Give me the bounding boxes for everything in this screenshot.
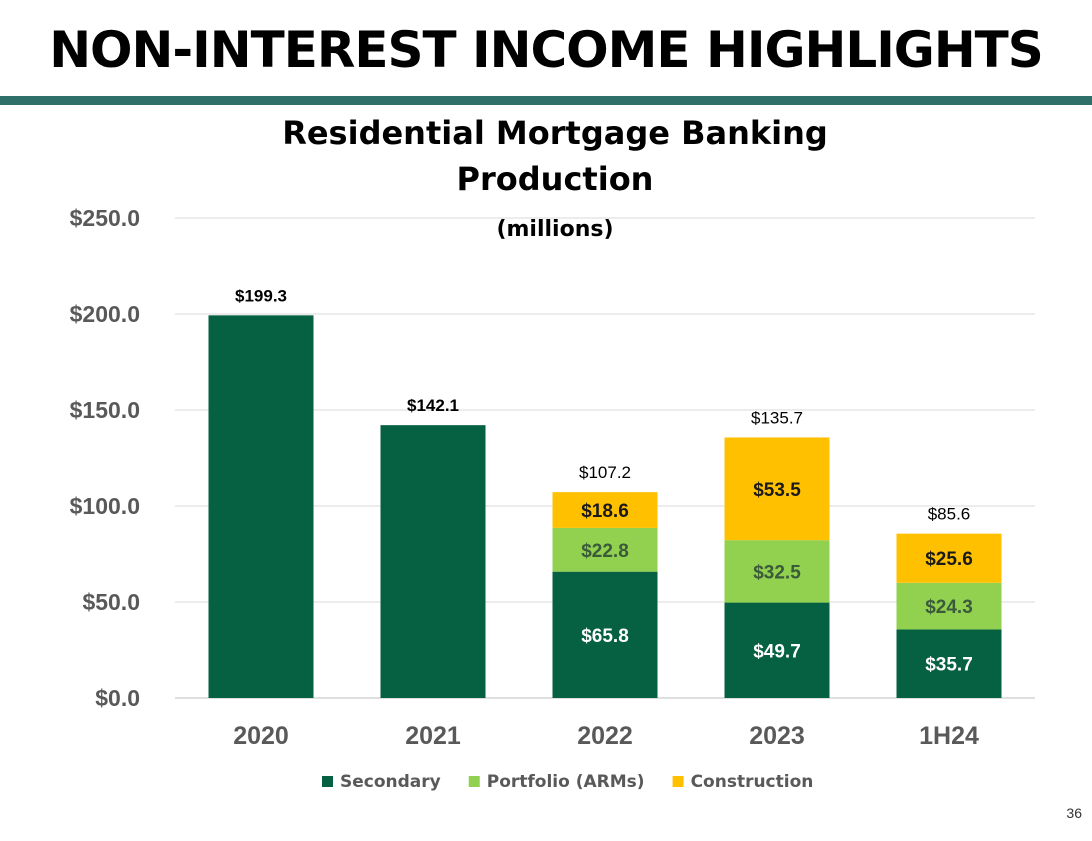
chart-title-units: (millions) [496, 217, 614, 242]
bar-segment-construction [724, 437, 830, 541]
x-tick-label: 2021 [405, 722, 461, 750]
bar-segment-portfolio-arms [724, 540, 830, 603]
legend-label: Construction [691, 772, 814, 792]
bar-segment-construction [896, 533, 1002, 583]
y-tick-label: $50.0 [82, 589, 140, 615]
chart-title: Residential Mortgage Banking Production … [220, 110, 890, 253]
bar-segment-construction [552, 492, 658, 528]
bar-segment-label: $35.7 [925, 655, 973, 676]
bar-segment-label: $32.5 [753, 562, 801, 583]
bar-segment-secondary [724, 602, 830, 698]
bar-total-label: $85.6 [928, 505, 971, 524]
bar-segment-label: $22.8 [581, 541, 629, 562]
bar-total-label: $142.1 [407, 396, 459, 415]
bar-segment-secondary [896, 629, 1002, 698]
x-tick-label: 2023 [749, 722, 805, 750]
y-tick-label: $150.0 [70, 397, 140, 423]
bar-segment-secondary [380, 425, 486, 698]
y-tick-label: $0.0 [95, 685, 140, 711]
y-tick-label: $100.0 [70, 493, 140, 519]
bar-segment-label: $24.3 [925, 597, 973, 618]
bar-total-label: $135.7 [751, 408, 803, 427]
bar-segment-portfolio-arms [552, 527, 658, 572]
bar-segment-label: $25.6 [925, 549, 973, 570]
bar-segment-label: $49.7 [753, 641, 801, 662]
legend-swatch [468, 776, 480, 787]
y-tick-label: $200.0 [70, 301, 140, 327]
slide-title: NON-INTEREST INCOME HIGHLIGHTS [49, 21, 1044, 79]
bar-segment-label: $65.8 [581, 626, 629, 647]
legend-label: Portfolio (ARMs) [487, 772, 645, 792]
bar-total-label: $107.2 [579, 463, 631, 482]
bar-total-label: $199.3 [235, 286, 287, 305]
title-rule [0, 96, 1092, 105]
bar-segment-secondary [208, 315, 314, 698]
x-tick-label: 1H24 [919, 722, 979, 750]
y-tick-label: $250.0 [70, 205, 140, 231]
legend-swatch [672, 776, 684, 787]
page-number: 36 [1066, 805, 1082, 821]
bar-segment-secondary [552, 571, 658, 698]
x-tick-label: 2022 [577, 722, 633, 750]
bar-segment-portfolio-arms [896, 582, 1002, 630]
legend-label: Secondary [340, 772, 441, 792]
bar-segment-label: $53.5 [753, 480, 801, 501]
x-tick-label: 2020 [233, 722, 289, 750]
legend-swatch [322, 776, 333, 787]
chart-title-main: Residential Mortgage Banking Production [282, 114, 828, 198]
bar-segment-label: $18.6 [581, 501, 629, 522]
